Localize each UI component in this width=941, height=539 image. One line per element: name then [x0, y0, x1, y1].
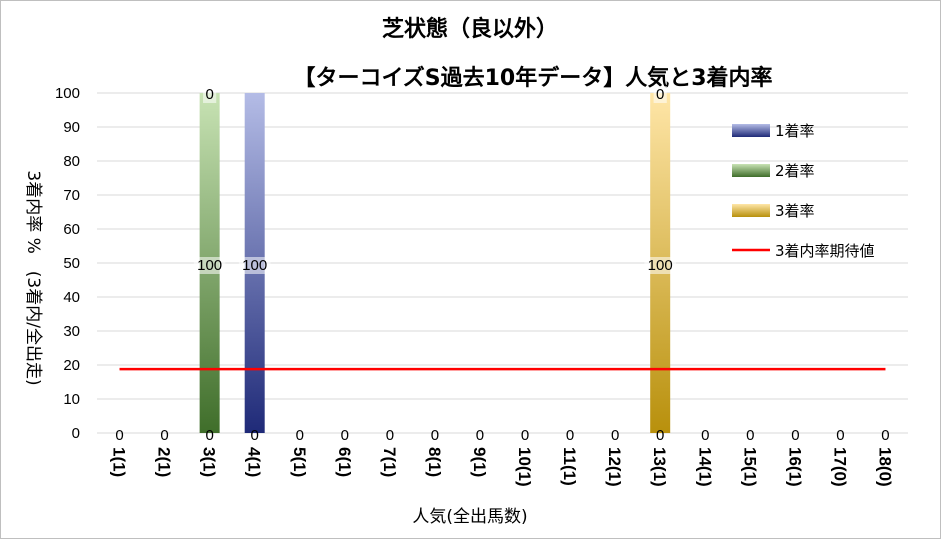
x-tick-label: 13(1): [650, 447, 669, 487]
x-tick-label: 12(1): [605, 447, 624, 487]
data-label-top: 0: [656, 86, 664, 103]
y-tick-label: 80: [63, 153, 80, 170]
data-label-bottom: 0: [296, 427, 304, 444]
x-tick-label: 8(1): [425, 447, 444, 477]
y-tick-labels: 0 10 20 30 40 50 60 70 80 90 100: [55, 85, 80, 442]
data-label-bottom: 0: [746, 427, 754, 444]
x-tick-label: 5(1): [290, 447, 309, 477]
y-tick-label: 20: [63, 357, 80, 374]
data-label-top-bg: [203, 86, 217, 103]
x-tick-label: 1(1): [110, 447, 129, 477]
y-tick-label: 30: [63, 323, 80, 340]
x-tick-label: 3(1): [200, 447, 219, 477]
x-tick-label: 17(0): [830, 447, 849, 487]
data-label-mid: 100: [197, 257, 222, 274]
data-label-top: 0: [205, 86, 213, 103]
chart-title-line2: 【ターコイズS過去10年データ】人気と3着内率: [293, 65, 772, 91]
y-tick-label: 60: [63, 221, 80, 238]
data-label-mid: 100: [242, 257, 267, 274]
data-label-bottom: 0: [881, 427, 889, 444]
data-labels: 0 0 0 0 0 0 0 0 0 0 0 0 0 0 0 0 0 0 100 100 100 0 0: [115, 86, 890, 444]
legend-label: 1着率: [775, 122, 815, 140]
legend-label: 3着率: [775, 202, 815, 220]
data-label-mid-bg: [193, 257, 226, 274]
data-label-mid: 100: [648, 257, 673, 274]
x-tick-label: 16(1): [785, 447, 804, 487]
data-label-bottom: 0: [115, 427, 123, 444]
legend-swatch: [732, 164, 770, 177]
legend: 1着率 2着率 3着率 3着内率期待値: [732, 122, 875, 260]
data-label-bottom: 0: [386, 427, 394, 444]
legend-label: 2着率: [775, 162, 815, 180]
data-label-bottom: 0: [160, 427, 168, 444]
data-label-mid-bg: [644, 257, 676, 274]
data-label-bottom: 0: [656, 427, 664, 444]
legend-label: 3着内率期待値: [775, 242, 875, 260]
x-axis-label: 人気(全出馬数): [412, 507, 527, 527]
data-label-bottom: 0: [205, 427, 213, 444]
x-tick-label: 9(1): [470, 447, 489, 477]
x-tick-label: 10(1): [515, 447, 534, 487]
y-tick-label: 70: [63, 187, 80, 204]
x-tick-label: 4(1): [245, 447, 264, 477]
x-tick-label: 18(0): [875, 447, 894, 487]
data-label-bottom: 0: [566, 427, 574, 444]
grid-lines: [97, 92, 908, 434]
data-label-bottom: 0: [791, 427, 799, 444]
data-label-bottom: 0: [341, 427, 349, 444]
legend-swatch: [732, 124, 770, 137]
y-tick-label: 40: [63, 289, 80, 306]
y-tick-label: 100: [55, 85, 80, 102]
x-tick-label: 7(1): [380, 447, 399, 477]
x-tick-label: 15(1): [740, 447, 759, 487]
data-label-bottom: 0: [836, 427, 844, 444]
data-label-bottom: 0: [251, 427, 259, 444]
data-label-mid-bg: [238, 257, 271, 274]
y-tick-label: 0: [72, 425, 80, 442]
y-axis-label: 3着内率 % (3着内/全出走): [23, 170, 43, 385]
y-tick-label: 50: [63, 255, 80, 272]
data-label-top-bg: [653, 86, 667, 103]
y-tick-label: 90: [63, 119, 80, 136]
x-tick-label: 11(1): [560, 447, 579, 486]
x-tick-labels: 1(1) 2(1) 3(1) 4(1) 5(1) 6(1) 7(1) 8(1) 9(1) 10(1…: [110, 447, 895, 487]
x-tick-label: 2(1): [155, 447, 174, 477]
data-label-bottom: 0: [611, 427, 619, 444]
data-label-bottom: 0: [431, 427, 439, 444]
x-tick-label: 14(1): [695, 447, 714, 487]
y-tick-label: 10: [63, 391, 80, 408]
data-label-bottom: 0: [701, 427, 709, 444]
x-tick-label: 6(1): [335, 447, 354, 477]
data-label-bottom: 0: [476, 427, 484, 444]
chart-title-line1: 芝状態（良以外）: [382, 16, 558, 42]
data-label-bottom: 0: [521, 427, 529, 444]
legend-swatch: [732, 204, 770, 217]
